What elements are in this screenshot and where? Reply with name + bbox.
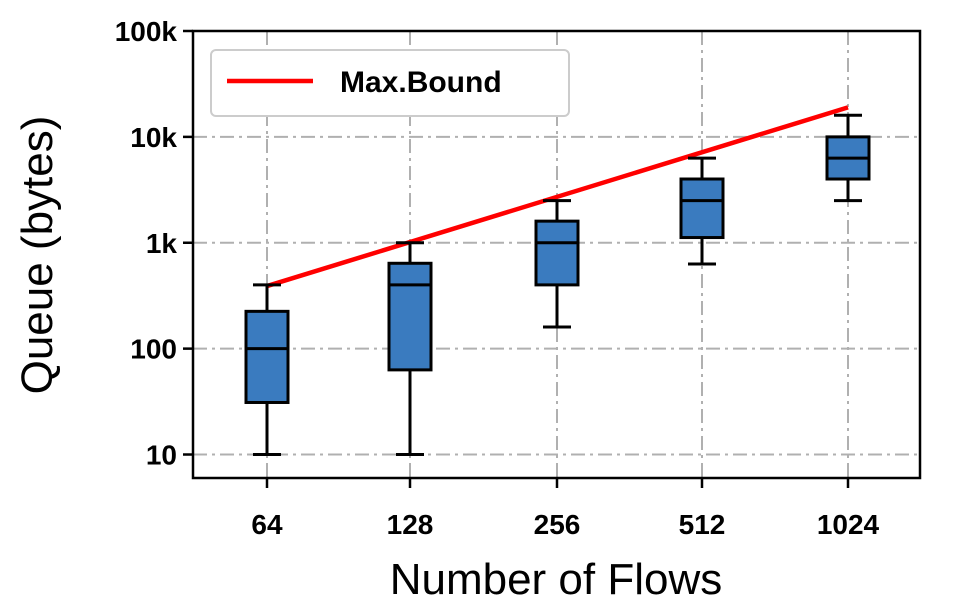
box-256	[534, 199, 580, 329]
box-series	[244, 113, 871, 457]
box-iqr	[244, 309, 290, 404]
max-bound-series	[266, 105, 849, 289]
x-axis-ticks: 64 128 256 512 1024	[251, 478, 880, 540]
x-tick-label: 128	[387, 509, 434, 540]
y-axis-title: Queue (bytes)	[13, 116, 62, 395]
y-tick-label: 100	[130, 334, 177, 365]
box-1024	[825, 113, 871, 203]
x-axis-title: Number of Flows	[390, 555, 723, 599]
legend-frame	[210, 49, 570, 117]
x-tick-label: 256	[534, 509, 581, 540]
y-tick-label: 10k	[130, 122, 177, 153]
box-iqr	[534, 219, 580, 287]
box-iqr	[387, 261, 433, 372]
box-iqr	[679, 177, 725, 240]
box-128	[387, 241, 433, 457]
y-tick-label: 100k	[115, 16, 178, 47]
max-bound-line	[266, 105, 849, 289]
y-tick-label: 1k	[146, 228, 178, 259]
x-tick-label: 512	[679, 509, 726, 540]
legend: Max.Bound	[210, 49, 570, 117]
legend-label-max-bound: Max.Bound	[340, 66, 502, 99]
y-axis-ticks: 10 100 1k 10k 100k	[115, 16, 193, 471]
y-tick-label: 10	[146, 440, 177, 471]
x-tick-label: 64	[251, 509, 283, 540]
box-512	[679, 156, 725, 266]
x-tick-label: 1024	[817, 509, 880, 540]
box-64	[244, 283, 290, 457]
